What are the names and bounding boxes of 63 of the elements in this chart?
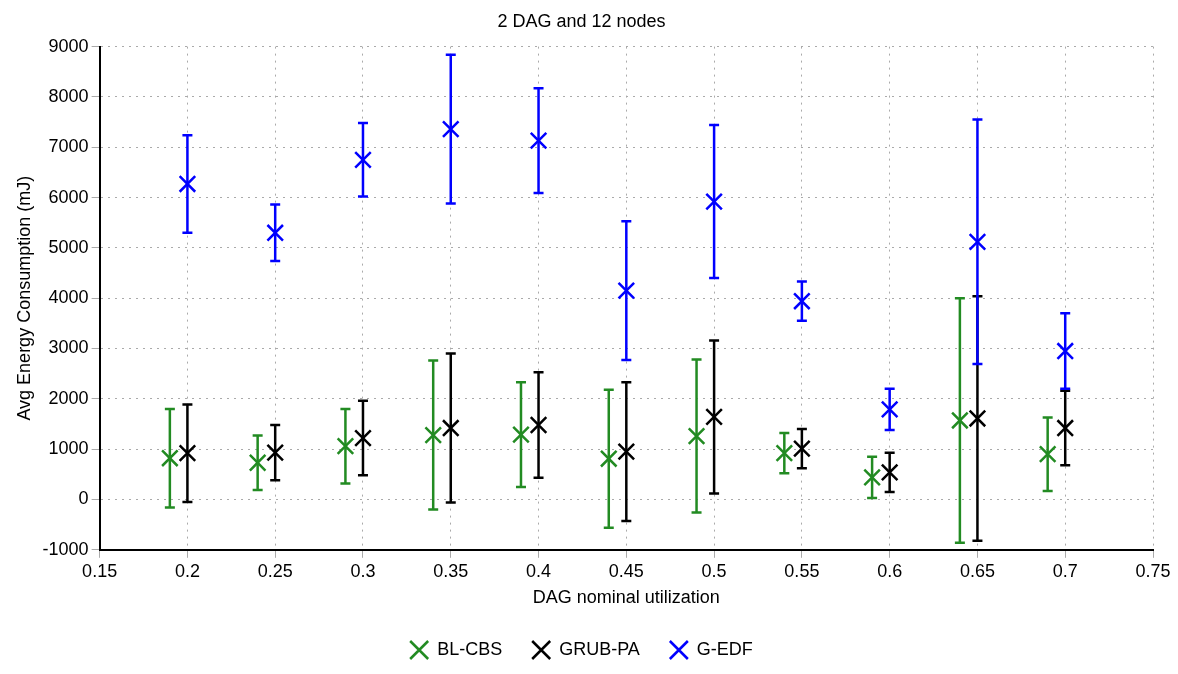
y-tick-label: 1000 [48,438,89,459]
point [266,443,285,462]
x-tick-label: 0.45 [608,560,644,581]
point [424,426,443,445]
y-tick-label: 4000 [48,287,89,308]
x-tick-label: 0.3 [350,560,376,581]
point [705,407,724,426]
point [441,120,460,139]
chart-title: 2 DAG and 12 nodes [497,10,666,31]
point [511,425,531,444]
point [336,437,355,456]
x-tick-label: 0.6 [877,560,903,581]
x-tick-label: 0.55 [784,560,820,581]
y-tick-label: 5000 [48,236,89,257]
point [775,444,794,463]
point [1056,342,1075,361]
x-tick-label: 0.7 [1052,560,1078,581]
point [353,429,373,448]
x-tick-label: 0.5 [701,560,727,581]
point [617,442,636,461]
point [968,232,987,251]
x-tick-label: 0.2 [174,560,200,581]
x-tick-label: 0.25 [257,560,293,581]
point [617,281,636,300]
point [792,292,811,311]
legend-label: G-EDF [696,638,753,659]
y-axis-title: Avg Energy Consumption (mJ) [13,175,34,421]
x-axis-title: DAG nominal utilization [532,587,720,608]
point [353,150,373,169]
point [880,463,899,482]
point [880,400,899,419]
y-tick-label: 9000 [48,35,89,56]
point [968,409,987,428]
point [705,192,724,211]
x-tick-label: 0.4 [526,560,552,581]
x-tick-label: 0.35 [433,560,469,581]
point [441,419,460,438]
y-tick-label: 8000 [48,85,89,106]
y-tick-label: 7000 [48,136,89,157]
y-tick-label: -1000 [42,538,89,559]
y-tick-label: 3000 [48,337,89,358]
x-tick-label: 0.15 [82,560,118,581]
point [599,449,618,468]
point [266,223,285,242]
x-tick-label: 0.65 [959,560,995,581]
point [863,468,882,487]
point [950,411,969,430]
point [687,427,706,446]
point [529,415,548,435]
y-tick-label: 2000 [48,387,89,408]
legend-label: BL-CBS [437,638,503,659]
point [529,131,548,150]
point [160,449,179,468]
point [178,174,197,193]
y-tick-label: 0 [78,488,89,509]
point [792,439,811,458]
x-tick-label: 0.75 [1135,560,1171,581]
point [178,444,197,463]
point [1038,445,1057,464]
point [248,453,267,472]
y-tick-label: 6000 [48,186,89,207]
legend-label: GRUB-PA [559,638,640,659]
point [1056,419,1075,438]
